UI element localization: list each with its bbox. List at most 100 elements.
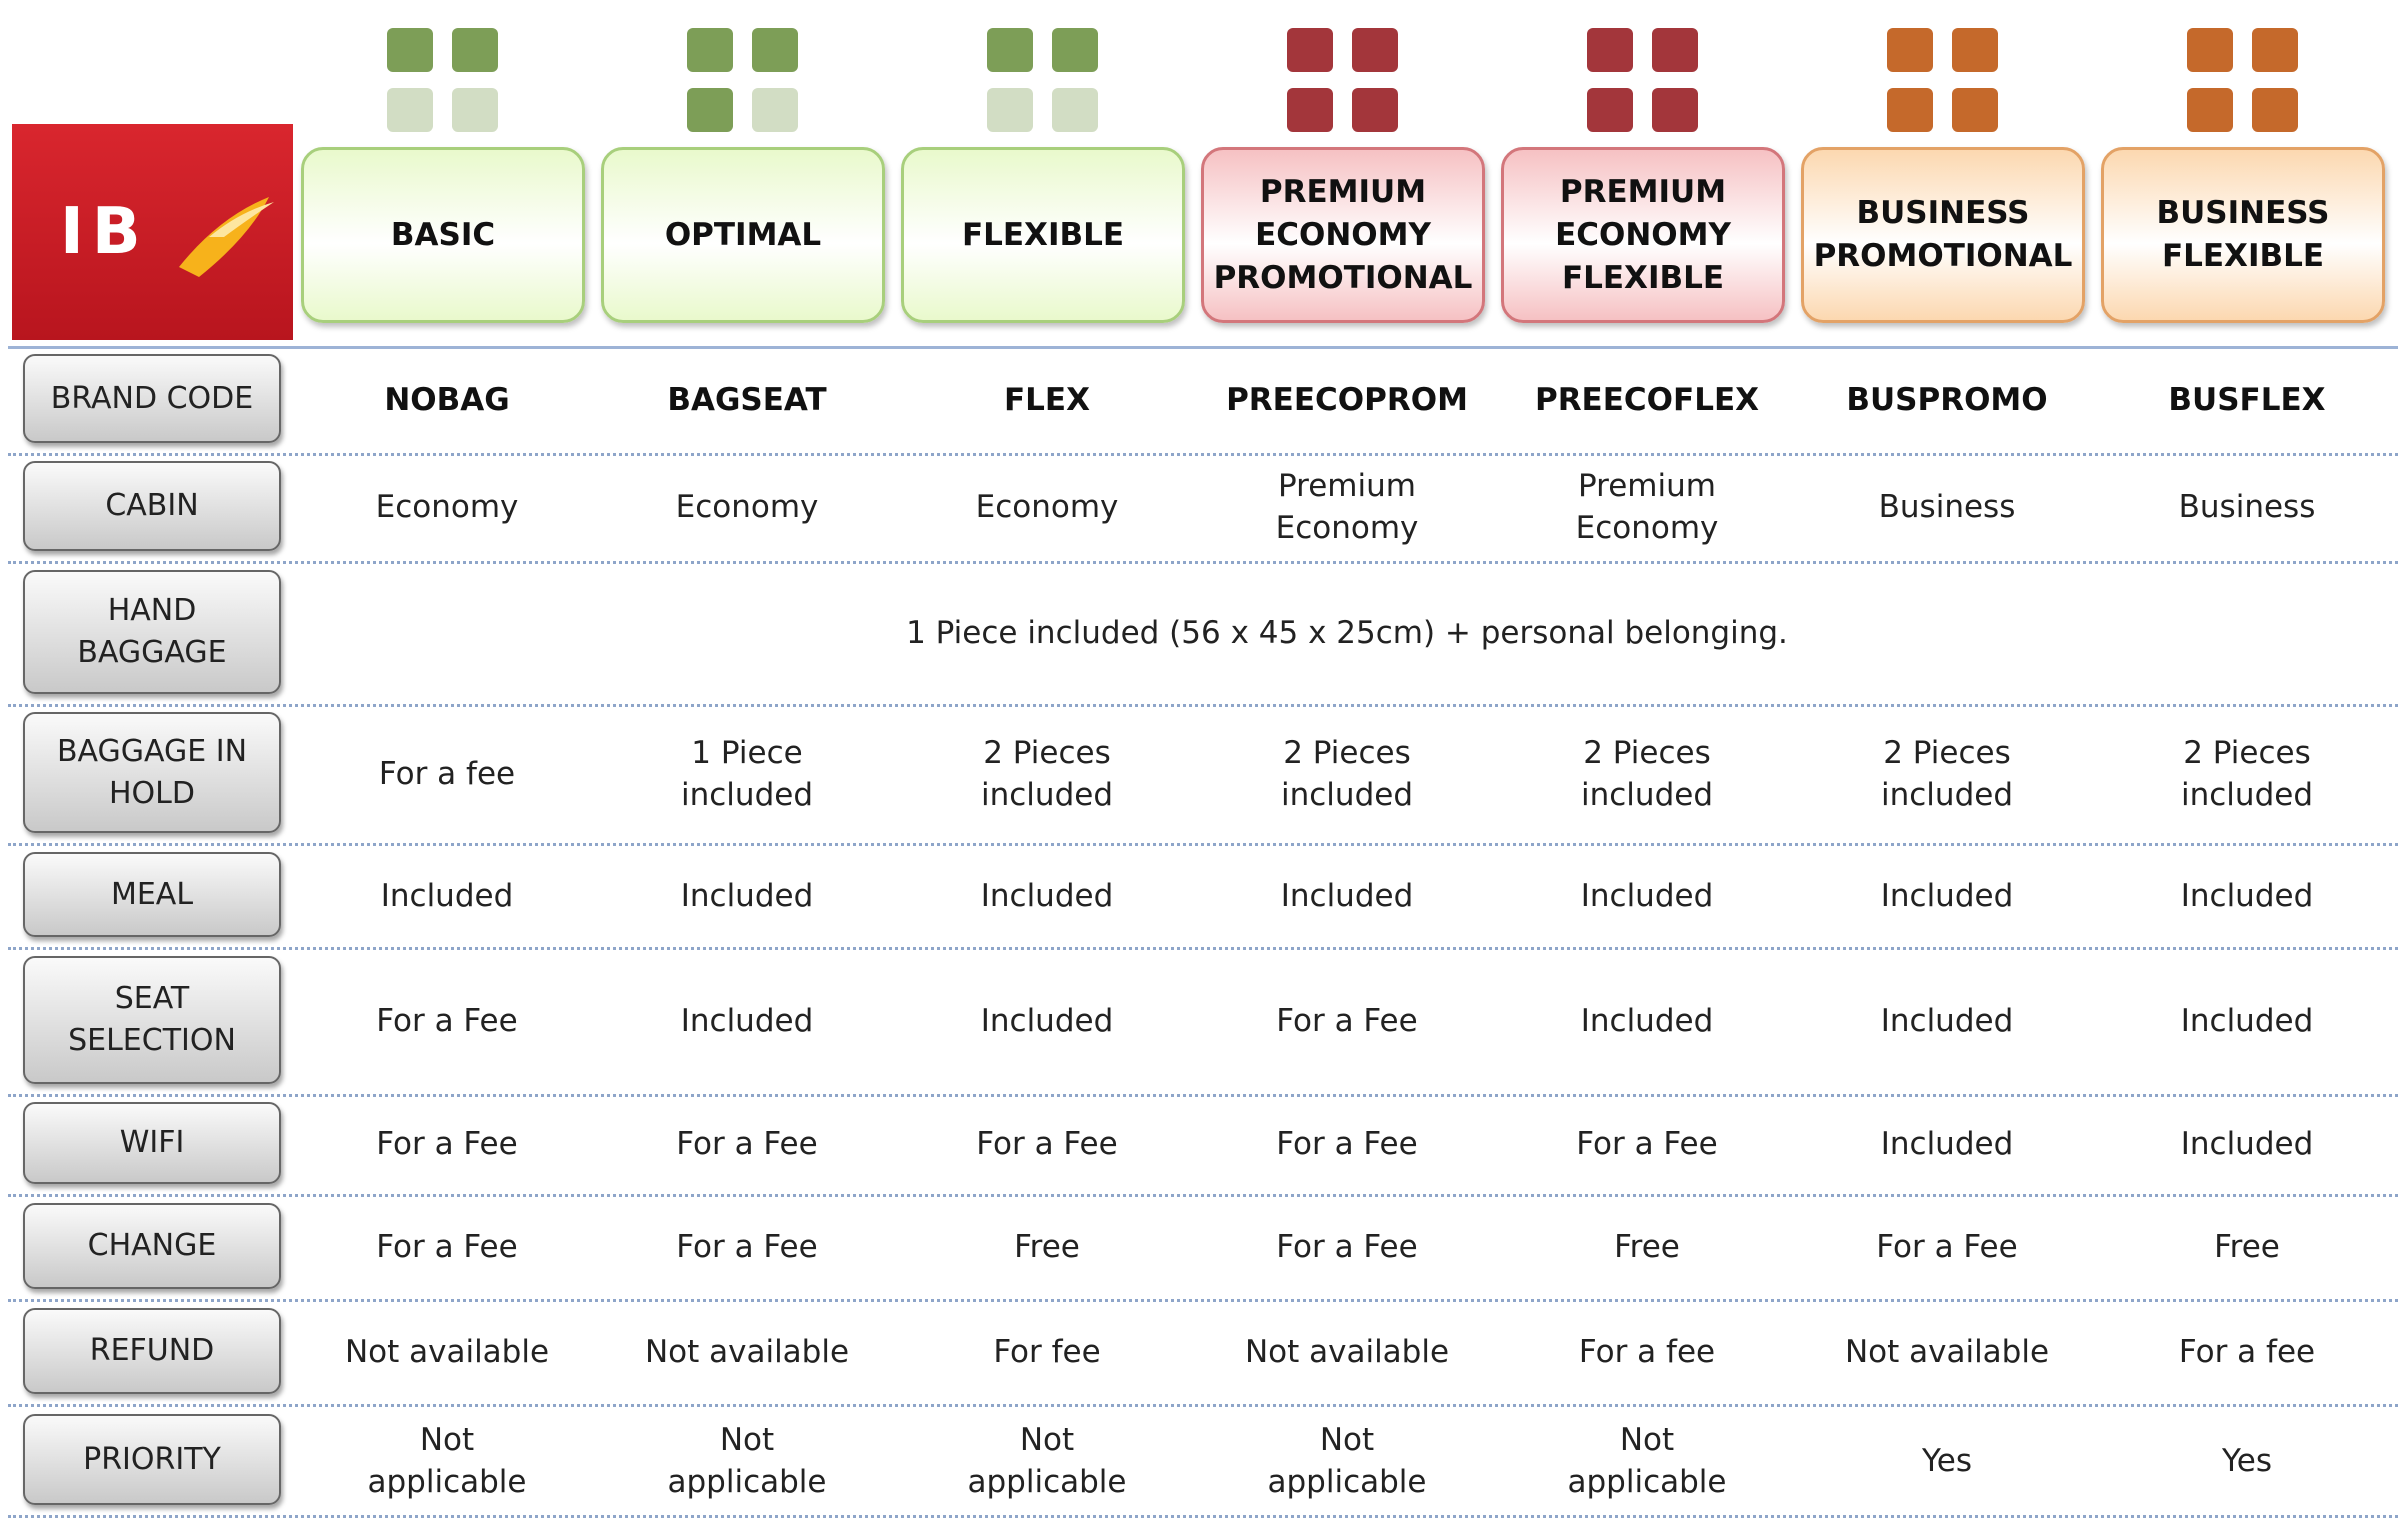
cell: For a Fee xyxy=(376,1003,518,1039)
cell: BAGSEAT xyxy=(667,381,827,418)
fare-icon xyxy=(1287,28,1333,72)
cell: Not available xyxy=(344,1334,550,1370)
fare-icon xyxy=(1887,28,1933,72)
cell: Included xyxy=(1580,877,1714,914)
row-label: MEAL xyxy=(23,852,281,937)
cell: Included xyxy=(980,1003,1114,1039)
row-separator xyxy=(8,843,2398,846)
row-separator xyxy=(8,1094,2398,1097)
fare-icon xyxy=(1587,28,1633,72)
cell: For a Fee xyxy=(1276,1126,1418,1162)
cell: Included xyxy=(1580,1003,1714,1039)
fare-icon xyxy=(1952,88,1998,132)
cell: For fee xyxy=(993,1334,1101,1370)
cell: NOBAG xyxy=(384,381,510,418)
cell: 2 Pieces included xyxy=(1281,734,1413,813)
fare-icon xyxy=(1887,88,1933,132)
row-separator xyxy=(8,704,2398,707)
cell: For a Fee xyxy=(976,1126,1118,1162)
cell: Included xyxy=(1880,1003,2014,1039)
cell: For a Fee xyxy=(376,1229,518,1265)
cell: For a fee xyxy=(1578,1334,1716,1370)
row-label: BRAND CODE xyxy=(23,354,281,443)
row-separator xyxy=(8,561,2398,564)
logo: IB xyxy=(12,124,293,340)
cell: For a fee xyxy=(378,755,516,792)
cell: For a Fee xyxy=(376,1126,518,1162)
header-line xyxy=(8,346,2398,349)
fare-icon xyxy=(1352,88,1398,132)
cell: For a Fee xyxy=(1276,1003,1418,1039)
cell: Included xyxy=(680,877,814,914)
logo-wing xyxy=(178,197,274,277)
cell: Included xyxy=(380,877,514,914)
fare-icon xyxy=(752,28,798,72)
cell: Not applicable xyxy=(367,1421,527,1500)
fare-icon xyxy=(987,88,1033,132)
row-separator xyxy=(8,1299,2398,1302)
cell: 2 Pieces included xyxy=(981,734,1113,813)
cell: FLEX xyxy=(1003,381,1090,418)
cell: BUSPROMO xyxy=(1846,381,2048,418)
cell: For a Fee xyxy=(1276,1229,1418,1265)
fare-icon xyxy=(1587,88,1633,132)
cell: PREECOFLEX xyxy=(1534,381,1760,418)
cell: 2 Pieces included xyxy=(1881,734,2013,813)
cell: For a Fee xyxy=(676,1229,818,1265)
row-separator xyxy=(8,1404,2398,1407)
cell: Not applicable xyxy=(667,1421,827,1500)
fare-icon xyxy=(452,28,498,72)
cell: Included xyxy=(1880,1126,2014,1162)
cell: Not applicable xyxy=(1567,1421,1727,1500)
row-separator xyxy=(8,453,2398,456)
fare-icon xyxy=(1052,88,1098,132)
row-separator xyxy=(8,947,2398,950)
fare-header: BASIC xyxy=(301,147,585,323)
cell: For a Fee xyxy=(1876,1229,2018,1265)
row-label: REFUND xyxy=(23,1308,281,1394)
fare-icon xyxy=(1287,88,1333,132)
cell: 2 Pieces included xyxy=(1581,734,1713,813)
fare-header: BUSINESS FLEXIBLE xyxy=(2101,147,2385,323)
cell: Yes xyxy=(1921,1442,1973,1479)
cell: Premium Economy xyxy=(1575,468,1719,546)
row-label: WIFI xyxy=(23,1102,281,1184)
cell: Included xyxy=(680,1003,814,1039)
cell: For a Fee xyxy=(676,1126,818,1162)
cell: 1 Piece included (56 x 45 x 25cm) + pers… xyxy=(906,615,1788,651)
fare-header: PREMIUM ECONOMY FLEXIBLE xyxy=(1501,147,1785,323)
cell: For a fee xyxy=(2178,1334,2316,1370)
fare-icon xyxy=(687,88,733,132)
fare-icon xyxy=(387,88,433,132)
cell: Business xyxy=(1878,489,2016,525)
cell: Included xyxy=(1280,877,1414,914)
row-label: HAND BAGGAGE xyxy=(23,570,281,694)
cell: Included xyxy=(1880,877,2014,914)
cell: Included xyxy=(980,877,1114,914)
row-label: BAGGAGE IN HOLD xyxy=(23,712,281,833)
cell: Not available xyxy=(1844,1334,2050,1370)
fare-icon xyxy=(2187,28,2233,72)
row-separator xyxy=(8,1194,2398,1197)
cell: Premium Economy xyxy=(1275,468,1419,546)
fare-icon xyxy=(1052,28,1098,72)
row-label: CABIN xyxy=(23,461,281,551)
row-label: SEAT SELECTION xyxy=(23,956,281,1084)
cell: Business xyxy=(2178,489,2316,525)
fare-header: PREMIUM ECONOMY PROMOTIONAL xyxy=(1201,147,1485,323)
cell: For a Fee xyxy=(1576,1126,1718,1162)
fare-icon xyxy=(1352,28,1398,72)
fare-icon xyxy=(2187,88,2233,132)
cell: Free xyxy=(2214,1229,2280,1265)
cell: Economy xyxy=(375,489,519,525)
cell: BUSFLEX xyxy=(2168,381,2326,418)
cell: Included xyxy=(2180,877,2314,914)
cell: Not applicable xyxy=(967,1421,1127,1500)
cell: Included xyxy=(2180,1003,2314,1039)
row-separator xyxy=(8,1515,2398,1518)
cell: 1 Piece included xyxy=(681,734,813,813)
fare-icon xyxy=(1652,88,1698,132)
fare-header: FLEXIBLE xyxy=(901,147,1185,323)
fare-header: OPTIMAL xyxy=(601,147,885,323)
cell: Free xyxy=(1614,1229,1680,1265)
